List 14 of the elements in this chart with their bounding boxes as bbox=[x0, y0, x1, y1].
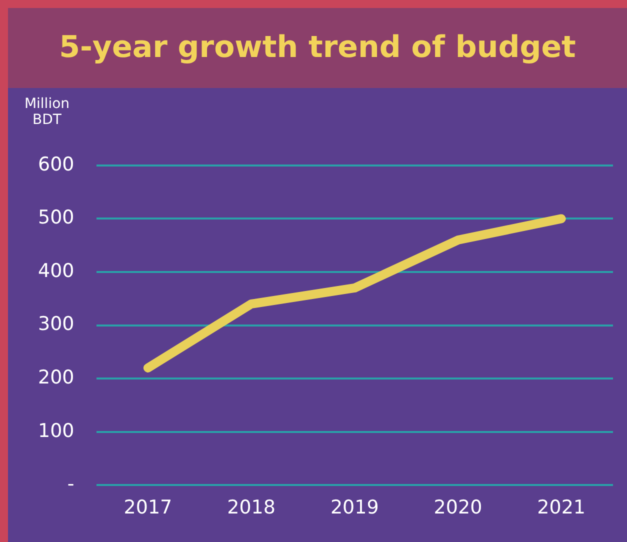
y-tick-label: 200 bbox=[38, 366, 74, 389]
x-tick-label: 2017 bbox=[124, 496, 172, 519]
y-tick-label: 600 bbox=[38, 153, 74, 176]
x-tick-label: 2019 bbox=[330, 496, 379, 519]
y-tick-label: 300 bbox=[38, 313, 74, 336]
y-axis-title: Million BDT bbox=[23, 96, 71, 128]
chart-title: 5-year growth trend of budget bbox=[8, 8, 627, 88]
x-tick-label: 2020 bbox=[434, 496, 482, 519]
y-tick-label: 400 bbox=[38, 260, 74, 282]
x-tick-label: 2018 bbox=[227, 496, 276, 519]
y-tick-label: - bbox=[67, 473, 74, 496]
y-tick-label: 100 bbox=[38, 420, 74, 442]
x-tick-label: 2021 bbox=[537, 496, 586, 519]
y-tick-label: 500 bbox=[38, 206, 74, 229]
